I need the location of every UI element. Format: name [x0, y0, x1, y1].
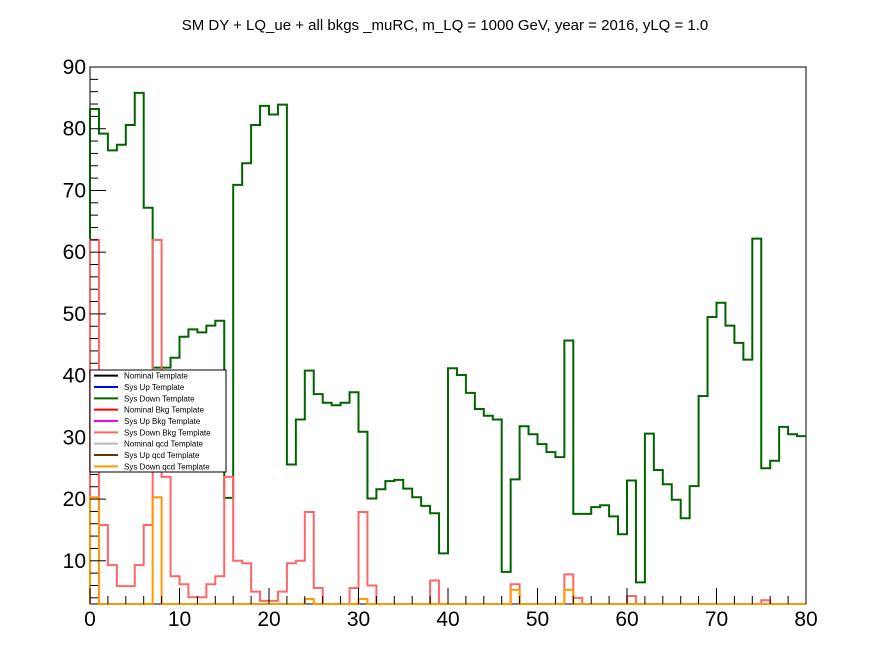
y-tick-label: 40 [63, 365, 86, 388]
legend-label-sys-up-bkg-template: Sys Up Bkg Template [124, 417, 201, 426]
legend-label-sys-down-qcd-template: Sys Down qcd Template [124, 462, 210, 471]
y-tick-label: 60 [63, 241, 86, 264]
legend: Nominal Template Sys Up Template Sys Down … [89, 369, 227, 473]
x-tick-label: 80 [794, 608, 817, 631]
x-tick-label: 30 [347, 608, 370, 631]
legend-label-sys-up-template: Sys Up Template [124, 383, 185, 392]
y-tick-label: 70 [63, 179, 86, 202]
x-tick-label: 0 [84, 608, 96, 631]
legend-label-sys-up-qcd-template: Sys Up qcd Template [124, 451, 200, 460]
y-tick-label: 20 [63, 488, 86, 511]
y-tick-label: 80 [63, 118, 86, 141]
legend-label-nominal-qcd-template: Nominal qcd Template [124, 440, 204, 449]
x-tick-label: 70 [705, 608, 728, 631]
y-tick-label: 50 [63, 303, 86, 326]
chart-title: SM DY + LQ_ue + all bkgs _muRC, m_LQ = 1… [182, 17, 709, 34]
y-tick-label: 10 [63, 550, 86, 573]
x-tick-label: 40 [436, 608, 459, 631]
x-tick-label: 50 [526, 608, 549, 631]
legend-label-nominal-bkg-template: Nominal Bkg Template [124, 406, 204, 415]
y-tick-label: 30 [63, 426, 86, 449]
x-tick-label: 10 [168, 608, 191, 631]
legend-label-sys-down-template: Sys Down Template [124, 394, 195, 403]
legend-label-nominal-template: Nominal Template [124, 372, 188, 381]
series-sys-down-template [89, 91, 806, 604]
legend-label-sys-down-bkg-template: Sys Down Bkg Template [124, 428, 211, 437]
x-tick-label: 60 [615, 608, 638, 631]
x-tick-label: 20 [257, 608, 280, 631]
y-tick-label: 90 [63, 56, 86, 79]
